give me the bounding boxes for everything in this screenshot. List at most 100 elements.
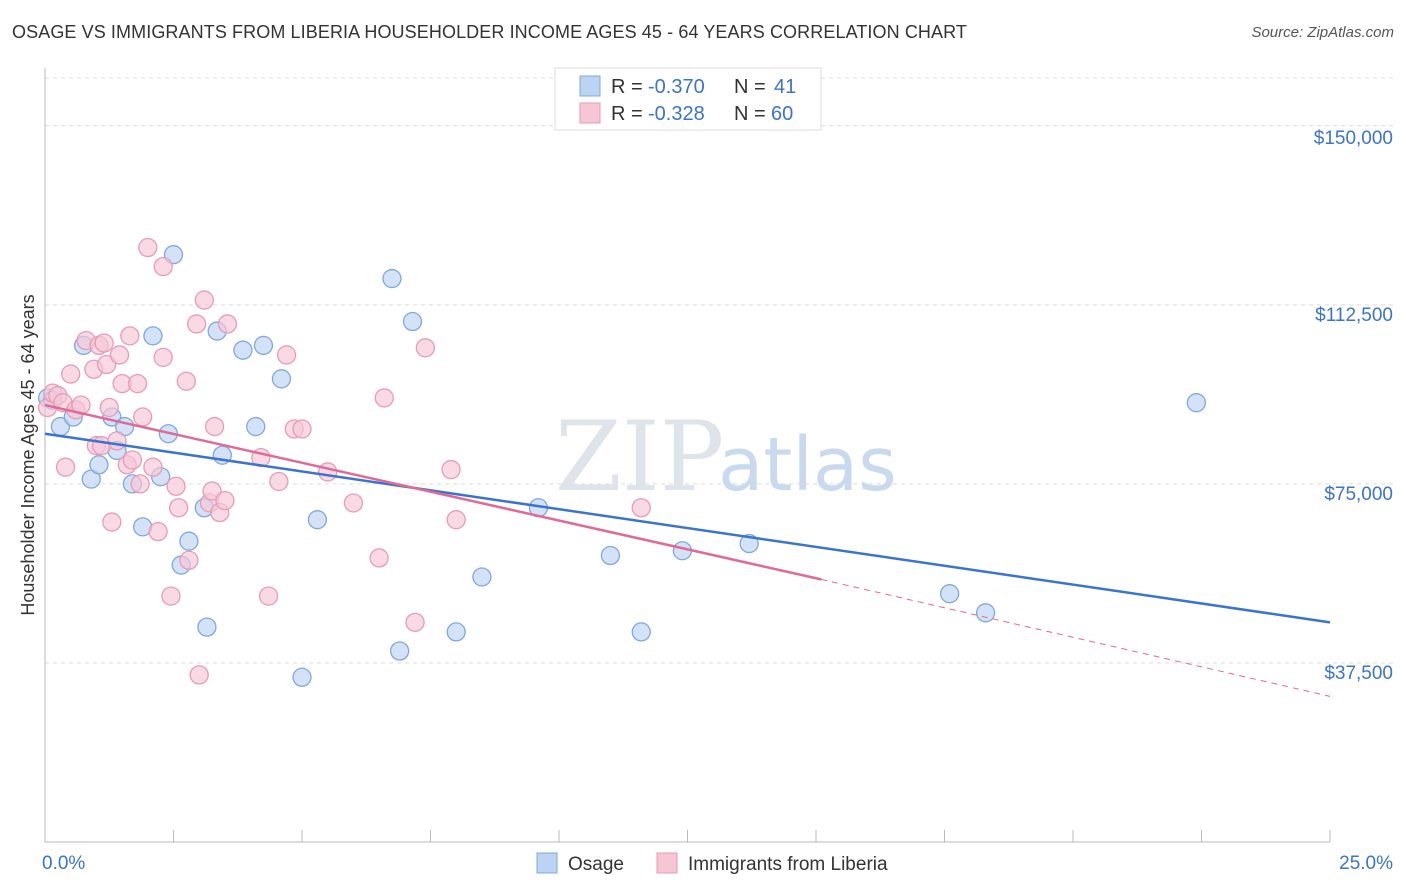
x-tick-labels: 0.0% 25.0%: [42, 853, 1393, 874]
data-point: [143, 457, 163, 477]
data-point: [176, 371, 197, 391]
bottom-legend-label-liberia: Immigrants from Liberia: [688, 854, 888, 875]
data-point: [382, 268, 402, 289]
data-point: [166, 476, 186, 496]
data-point: [55, 457, 76, 477]
data-point: [390, 641, 410, 661]
data-point: [215, 490, 235, 511]
x-tick-label: 25.0%: [1339, 853, 1393, 874]
data-point: [975, 603, 996, 623]
top-legend: R = -0.370 N = 41 R = -0.328 N = 60: [554, 67, 822, 131]
trend-line-extrapolated: [821, 578, 1331, 697]
data-point: [258, 586, 279, 606]
data-point: [939, 584, 960, 604]
data-point: [441, 459, 461, 480]
x-tick-label: 0.0%: [42, 853, 85, 874]
y-tick-label: $37,500: [1324, 663, 1393, 684]
axes: [44, 68, 1331, 843]
data-point: [374, 388, 394, 408]
data-point: [161, 586, 181, 606]
y-tick-labels: $37,500 $75,000 $112,500 $150,000: [1314, 128, 1393, 684]
data-point: [127, 373, 148, 394]
data-point: [269, 471, 289, 492]
data-point: [402, 311, 423, 332]
data-point: [369, 548, 389, 568]
data-point: [186, 314, 207, 334]
trend-lines: [44, 403, 1331, 697]
data-point: [122, 450, 143, 470]
legend-swatch-liberia: [579, 102, 601, 124]
data-point: [97, 354, 117, 375]
chart-title: OSAGE VS IMMIGRANTS FROM LIBERIA HOUSEHO…: [12, 22, 968, 42]
data-point: [233, 340, 253, 360]
data-point: [292, 419, 312, 439]
data-point: [253, 335, 274, 356]
watermark: ZIP atlas: [555, 401, 897, 513]
data-point: [600, 545, 621, 566]
data-point: [202, 481, 222, 501]
data-point: [472, 567, 492, 587]
bottom-legend: Osage Immigrants from Liberia: [536, 852, 888, 875]
data-point: [194, 290, 214, 310]
watermark-atlas: atlas: [718, 422, 897, 508]
data-point: [415, 338, 436, 358]
data-point: [99, 397, 119, 418]
legend-r-label: R =: [611, 103, 643, 125]
data-point: [343, 493, 364, 513]
data-point: [318, 462, 338, 482]
legend-n-label: N =: [734, 103, 766, 125]
data-point: [204, 416, 225, 437]
data-point: [153, 256, 173, 277]
data-point: [271, 369, 292, 389]
data-point: [276, 345, 297, 365]
data-point: [197, 617, 217, 637]
trend-line: [44, 403, 822, 581]
data-point: [61, 364, 81, 384]
data-point: [138, 237, 158, 258]
data-point: [179, 550, 199, 570]
data-point: [143, 326, 163, 346]
data-point: [133, 407, 153, 427]
watermark-zip: ZIP: [555, 401, 724, 513]
points: [37, 237, 1207, 687]
y-tick-label: $150,000: [1314, 128, 1393, 149]
data-point: [307, 510, 328, 530]
legend-r-value-liberia: -0.328: [648, 103, 705, 125]
trend-line: [44, 432, 1331, 624]
data-point: [94, 333, 114, 353]
data-point: [153, 347, 173, 367]
legend-r-label: R =: [611, 76, 643, 98]
legend-n-label: N =: [734, 76, 766, 98]
data-point: [107, 431, 127, 451]
y-tick-label: $112,500: [1315, 305, 1393, 326]
data-point: [148, 521, 168, 542]
data-point: [109, 345, 130, 365]
data-point: [1186, 393, 1207, 413]
legend-n-value-liberia: 60: [771, 103, 793, 125]
data-point: [739, 533, 759, 554]
data-point: [446, 510, 466, 530]
data-point: [217, 314, 238, 334]
data-point: [631, 498, 651, 518]
y-tick-label: $75,000: [1324, 484, 1393, 505]
data-point: [102, 512, 122, 532]
data-point: [292, 667, 312, 687]
grid: [45, 77, 1395, 664]
bottom-legend-label-osage: Osage: [568, 854, 624, 875]
data-point: [130, 474, 150, 494]
legend-r-value-osage: -0.370: [648, 76, 705, 98]
data-point: [189, 665, 209, 685]
y-axis-label: Householder Income Ages 45 - 64 years: [18, 294, 38, 615]
data-point: [120, 326, 140, 346]
legend-n-value-osage: 41: [774, 76, 796, 98]
data-point: [246, 416, 266, 437]
source-label: Source: ZipAtlas.com: [1251, 24, 1394, 41]
bottom-legend-swatch-liberia: [656, 852, 678, 874]
data-point: [89, 455, 109, 475]
data-point: [168, 498, 189, 518]
data-point: [446, 622, 466, 642]
bottom-legend-swatch-osage: [536, 852, 558, 874]
data-point: [405, 612, 425, 632]
data-point: [179, 531, 199, 551]
